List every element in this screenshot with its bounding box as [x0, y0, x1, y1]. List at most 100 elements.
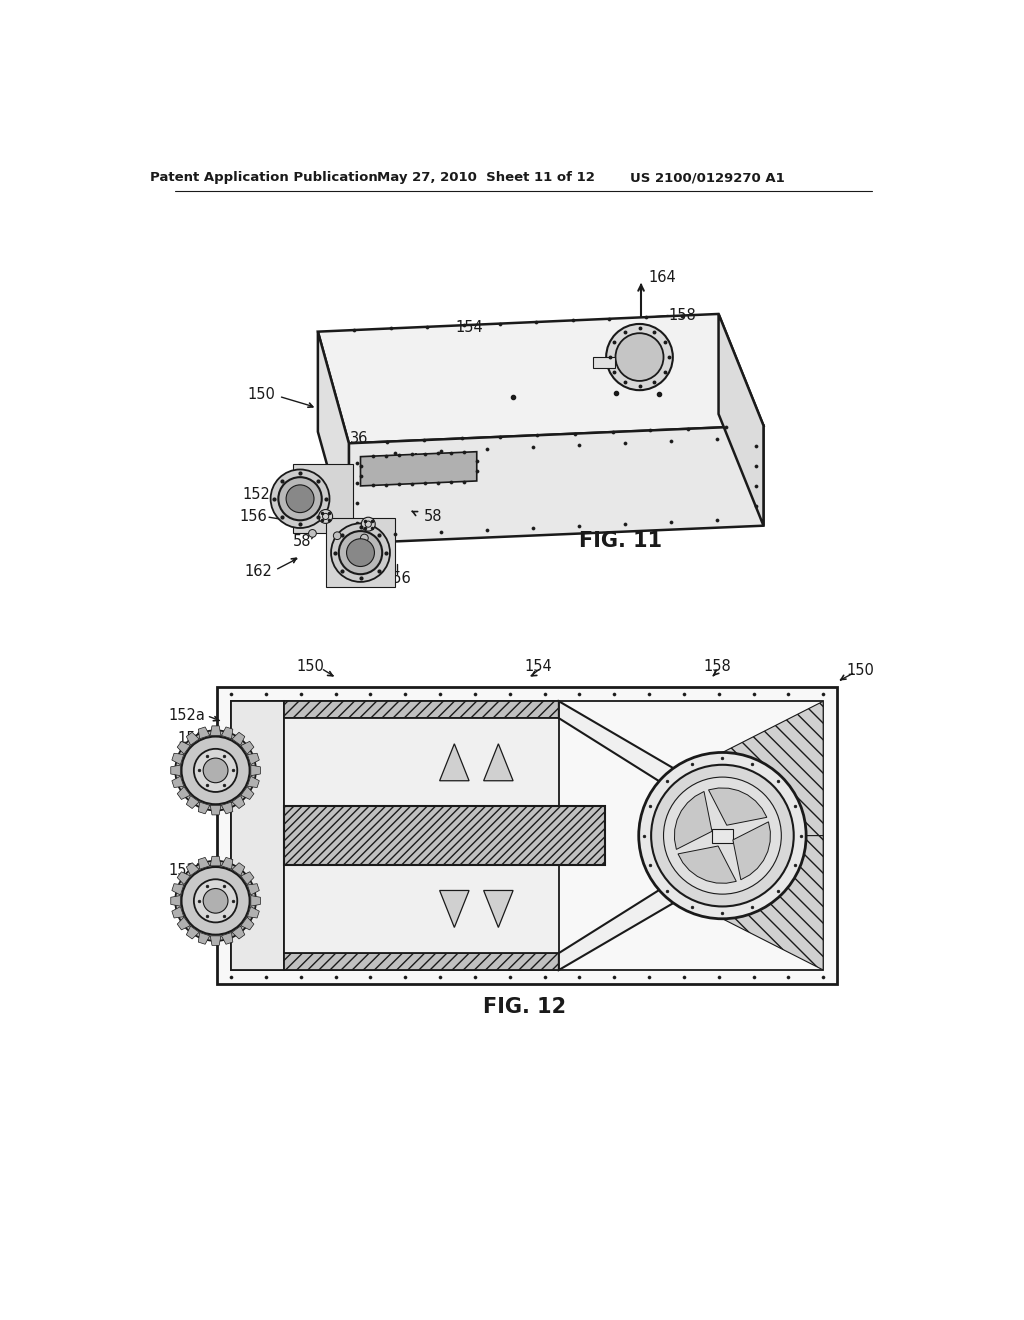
Text: 158: 158: [669, 308, 696, 323]
Text: 150: 150: [248, 387, 275, 403]
Polygon shape: [241, 787, 254, 800]
Polygon shape: [186, 733, 199, 746]
Circle shape: [361, 517, 375, 531]
Text: Patent Application Publication: Patent Application Publication: [150, 172, 378, 185]
Polygon shape: [241, 917, 254, 929]
Polygon shape: [678, 846, 736, 883]
Text: 164: 164: [649, 271, 677, 285]
Polygon shape: [241, 871, 254, 884]
Text: 154: 154: [525, 659, 553, 675]
Polygon shape: [186, 927, 199, 939]
Bar: [231, 701, 823, 970]
Bar: [198, 742, 228, 800]
Polygon shape: [248, 776, 259, 788]
Circle shape: [194, 748, 238, 792]
Polygon shape: [483, 743, 513, 780]
Circle shape: [286, 484, 314, 512]
Polygon shape: [177, 787, 190, 800]
Text: 44: 44: [410, 453, 428, 467]
Polygon shape: [559, 701, 699, 807]
Bar: [231, 701, 284, 970]
Polygon shape: [719, 314, 764, 525]
Polygon shape: [210, 936, 221, 945]
Polygon shape: [241, 742, 254, 754]
Circle shape: [639, 752, 806, 919]
Polygon shape: [733, 822, 770, 879]
Circle shape: [346, 539, 375, 566]
Polygon shape: [186, 863, 199, 875]
Text: US 2100/0129270 A1: US 2100/0129270 A1: [631, 172, 785, 185]
Polygon shape: [248, 754, 259, 764]
Polygon shape: [248, 907, 259, 917]
Polygon shape: [317, 331, 349, 544]
Text: May 27, 2010  Sheet 11 of 12: May 27, 2010 Sheet 11 of 12: [377, 172, 595, 185]
Polygon shape: [199, 932, 210, 944]
Circle shape: [203, 758, 228, 783]
Polygon shape: [232, 863, 245, 875]
Circle shape: [606, 323, 673, 391]
Polygon shape: [221, 803, 232, 814]
Text: 152a: 152a: [243, 487, 280, 502]
Text: FIG. 11: FIG. 11: [579, 531, 662, 550]
Text: 156: 156: [178, 731, 206, 746]
Polygon shape: [699, 701, 823, 836]
Polygon shape: [172, 754, 183, 764]
Circle shape: [175, 730, 256, 810]
Polygon shape: [199, 727, 210, 739]
Circle shape: [664, 777, 781, 894]
Polygon shape: [221, 932, 232, 944]
Polygon shape: [221, 858, 232, 869]
Circle shape: [651, 764, 794, 907]
Circle shape: [270, 470, 330, 528]
Polygon shape: [171, 895, 180, 906]
Bar: [712, 829, 733, 842]
Text: 36: 36: [350, 432, 369, 446]
Polygon shape: [221, 727, 232, 739]
Circle shape: [308, 529, 316, 537]
Text: 154: 154: [455, 321, 483, 335]
Polygon shape: [483, 891, 513, 928]
Circle shape: [334, 532, 341, 540]
Polygon shape: [199, 858, 210, 869]
Polygon shape: [293, 465, 352, 533]
Polygon shape: [177, 917, 190, 929]
Polygon shape: [232, 733, 245, 746]
Polygon shape: [210, 805, 221, 814]
Circle shape: [203, 888, 228, 913]
Circle shape: [615, 333, 664, 381]
Circle shape: [331, 524, 390, 582]
Polygon shape: [360, 451, 477, 486]
Polygon shape: [709, 788, 767, 825]
Text: 156: 156: [240, 510, 267, 524]
Polygon shape: [210, 857, 221, 866]
Text: 162: 162: [245, 565, 272, 579]
Text: 158: 158: [703, 659, 731, 675]
Polygon shape: [199, 803, 210, 814]
Circle shape: [194, 879, 238, 923]
Text: 152b: 152b: [327, 570, 364, 586]
Polygon shape: [171, 766, 180, 776]
Bar: [198, 873, 228, 929]
Polygon shape: [349, 425, 764, 544]
Text: 152b: 152b: [168, 863, 206, 878]
Bar: [284, 953, 559, 970]
Polygon shape: [439, 891, 469, 928]
Bar: [699, 807, 722, 865]
Polygon shape: [251, 766, 260, 776]
Bar: [593, 358, 614, 368]
Polygon shape: [172, 883, 183, 895]
Polygon shape: [248, 883, 259, 895]
Polygon shape: [210, 726, 221, 735]
Text: 156: 156: [178, 898, 206, 913]
Text: 152a: 152a: [169, 708, 206, 722]
Polygon shape: [232, 796, 245, 809]
Polygon shape: [317, 314, 764, 444]
Circle shape: [175, 861, 256, 941]
Bar: [703, 826, 730, 845]
Polygon shape: [675, 792, 712, 849]
Bar: [284, 718, 559, 807]
Polygon shape: [172, 776, 183, 788]
Circle shape: [360, 535, 369, 543]
Text: 150: 150: [296, 659, 324, 675]
Bar: [217, 688, 838, 983]
